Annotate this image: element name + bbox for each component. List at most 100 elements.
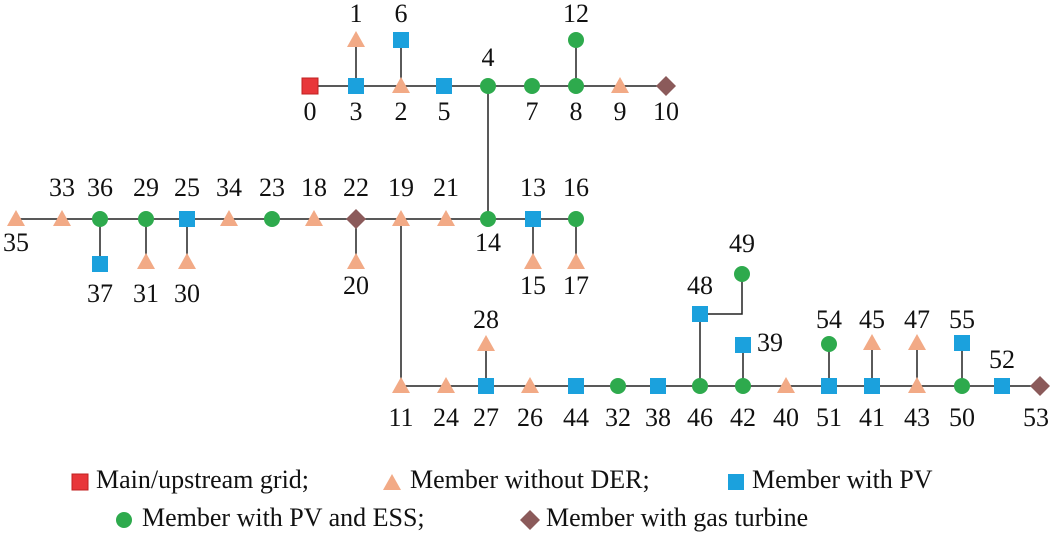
pv-node — [568, 378, 584, 394]
pv-ess-node — [92, 211, 108, 227]
node-label: 6 — [395, 0, 408, 28]
no-der-node — [220, 210, 238, 226]
pv-ess-node — [692, 378, 708, 394]
node-label: 1 — [350, 0, 363, 28]
node-label: 24 — [433, 403, 459, 432]
node-label: 42 — [730, 403, 756, 432]
pv-ess-node — [954, 378, 970, 394]
node-label: 52 — [989, 345, 1015, 374]
no-der-node — [305, 210, 323, 226]
pv-node — [348, 78, 364, 94]
gas-turbine-node — [520, 510, 540, 530]
node-label: 48 — [687, 271, 713, 300]
no-der-node — [524, 253, 542, 269]
pv-node — [478, 378, 494, 394]
pv-node — [92, 256, 108, 272]
node-label: 33 — [49, 173, 75, 202]
pv-ess-node — [480, 78, 496, 94]
no-der-node — [908, 377, 926, 393]
node-label: 13 — [520, 173, 546, 202]
node-label: 15 — [520, 271, 546, 300]
pv-node — [735, 337, 751, 353]
pv-ess-node — [610, 378, 626, 394]
no-der-node — [437, 210, 455, 226]
node-label: 38 — [645, 403, 671, 432]
node-label: 12 — [563, 0, 589, 28]
pv-ess-node — [735, 378, 751, 394]
no-der-node — [178, 253, 196, 269]
no-der-node — [908, 334, 926, 350]
node-label: 22 — [343, 173, 369, 202]
node-label: 45 — [859, 305, 885, 334]
pv-node — [525, 211, 541, 227]
no-der-node — [7, 210, 25, 226]
pv-node — [393, 32, 409, 48]
pv-ess-node — [524, 78, 540, 94]
no-der-node — [53, 210, 71, 226]
pv-ess-node — [480, 211, 496, 227]
node-label: 17 — [563, 271, 589, 300]
no-der-node — [347, 31, 365, 47]
node-label: 18 — [301, 173, 327, 202]
pv-node — [436, 78, 452, 94]
no-der-node — [521, 377, 539, 393]
pv-ess-node — [568, 78, 584, 94]
node-label: 26 — [517, 403, 543, 432]
pv-ess-node — [264, 211, 280, 227]
node-label: 14 — [475, 228, 501, 257]
node-label: 20 — [343, 271, 369, 300]
node-label: 41 — [859, 403, 885, 432]
node-label: 37 — [87, 279, 113, 308]
node-label: 44 — [563, 403, 589, 432]
node-label: 55 — [949, 305, 975, 334]
pv-ess-node — [568, 211, 584, 227]
gas-turbine-node — [656, 76, 676, 96]
node-label: 11 — [388, 403, 413, 432]
node-label: 10 — [653, 97, 679, 126]
node-label: 2 — [395, 97, 408, 126]
pv-ess-node — [568, 32, 584, 48]
node-label: 25 — [174, 173, 200, 202]
node-label: 3 — [350, 97, 363, 126]
pv-node — [692, 306, 708, 322]
pv-node — [864, 378, 880, 394]
no-der-node — [863, 334, 881, 350]
node-label: 46 — [687, 403, 713, 432]
node-label: 36 — [87, 173, 113, 202]
node-label: 43 — [904, 403, 930, 432]
node-label: 28 — [473, 305, 499, 334]
gas-turbine-node — [1030, 376, 1050, 396]
legend-label: Member with PV — [752, 465, 933, 494]
node-label: 50 — [949, 403, 975, 432]
no-der-node — [392, 77, 410, 93]
node-label: 31 — [133, 279, 159, 308]
node-label: 21 — [433, 173, 459, 202]
node-label: 53 — [1023, 403, 1049, 432]
node-label: 40 — [773, 403, 799, 432]
node-label: 30 — [174, 279, 200, 308]
pv-node — [821, 378, 837, 394]
no-der-node — [437, 377, 455, 393]
pv-ess-node — [734, 266, 750, 282]
legend: Main/upstream grid; Member without DER; … — [71, 465, 933, 532]
no-der-node — [392, 377, 410, 393]
node-label: 4 — [482, 43, 495, 72]
no-der-node — [383, 474, 401, 490]
node-label: 32 — [605, 403, 631, 432]
node-label: 9 — [614, 97, 627, 126]
no-der-node — [137, 253, 155, 269]
no-der-node — [392, 210, 410, 226]
pv-node — [728, 474, 744, 490]
node-label: 47 — [904, 305, 930, 334]
node-label: 29 — [133, 173, 159, 202]
node-label: 27 — [473, 403, 499, 432]
no-der-node — [347, 253, 365, 269]
no-der-node — [777, 377, 795, 393]
node-label: 35 — [3, 228, 29, 257]
legend-label: Member without DER; — [410, 465, 650, 494]
node-label: 34 — [216, 173, 242, 202]
pv-node — [994, 378, 1010, 394]
no-der-node — [567, 253, 585, 269]
pv-node — [179, 211, 195, 227]
